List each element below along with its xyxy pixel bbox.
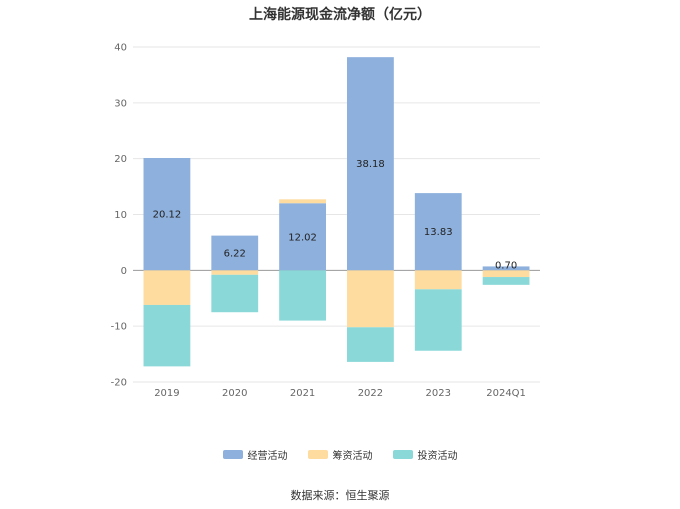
- bar-financing: [414, 270, 462, 290]
- y-tick-label: 0: [121, 266, 127, 277]
- data-label: 20.12: [153, 210, 182, 221]
- legend-swatch-financing: [307, 450, 328, 459]
- chart-legend: 经营活动 筹资活动 投资活动: [0, 447, 680, 462]
- bar-investing: [347, 327, 394, 362]
- bar-financing: [279, 199, 326, 204]
- legend-item-financing[interactable]: 筹资活动: [307, 447, 373, 462]
- x-tick-label: 2023: [426, 388, 451, 399]
- y-tick-label: -20: [111, 378, 127, 389]
- bar-operating: [143, 157, 191, 271]
- data-source: 数据来源：恒生聚源: [290, 489, 390, 502]
- chart-plot: 40 30 20 10 0 -10 -20 20.12 2019 6.22 2020 12.02 202…: [111, 43, 540, 399]
- data-label: 0.70: [495, 260, 517, 271]
- bar-investing: [482, 277, 530, 285]
- x-tick-label: 2020: [222, 388, 247, 399]
- legend-label-financing: 筹资活动: [332, 451, 373, 462]
- bar-financing: [347, 270, 394, 328]
- legend-item-operating[interactable]: 经营活动: [222, 447, 288, 462]
- bar-financing: [482, 270, 530, 278]
- bar-operating: [482, 266, 530, 271]
- legend-label-investing: 投资活动: [417, 451, 458, 462]
- data-label: 13.83: [424, 227, 453, 238]
- data-label: 12.02: [288, 232, 317, 243]
- bar-operating: [279, 203, 326, 271]
- bar-investing: [279, 270, 326, 321]
- legend-item-investing[interactable]: 投资活动: [392, 447, 458, 462]
- x-tick-label: 2024Q1: [486, 388, 526, 399]
- y-tick-label: 20: [114, 154, 127, 165]
- legend-swatch-operating: [222, 450, 243, 459]
- bar-investing: [143, 304, 191, 367]
- bar-financing: [143, 270, 191, 305]
- bar-operating: [414, 193, 462, 271]
- legend-swatch-investing: [392, 450, 413, 459]
- bar-operating: [211, 235, 259, 271]
- bar-investing: [414, 289, 462, 351]
- y-tick-label: 30: [114, 98, 127, 109]
- bar-financing: [211, 270, 259, 275]
- x-tick-label: 2022: [358, 388, 383, 399]
- y-tick-label: 10: [114, 210, 127, 221]
- legend-label-operating: 经营活动: [247, 451, 288, 462]
- y-tick-label: 40: [114, 43, 127, 54]
- bar-operating: [347, 57, 394, 271]
- data-label: 38.18: [356, 159, 385, 170]
- y-tick-label: -10: [111, 322, 127, 333]
- x-tick-label: 2021: [290, 388, 315, 399]
- chart-title: 上海能源现金流净额（亿元）: [249, 7, 431, 23]
- x-tick-label: 2019: [154, 388, 179, 399]
- bar-investing: [211, 274, 259, 313]
- data-label: 6.22: [224, 248, 246, 259]
